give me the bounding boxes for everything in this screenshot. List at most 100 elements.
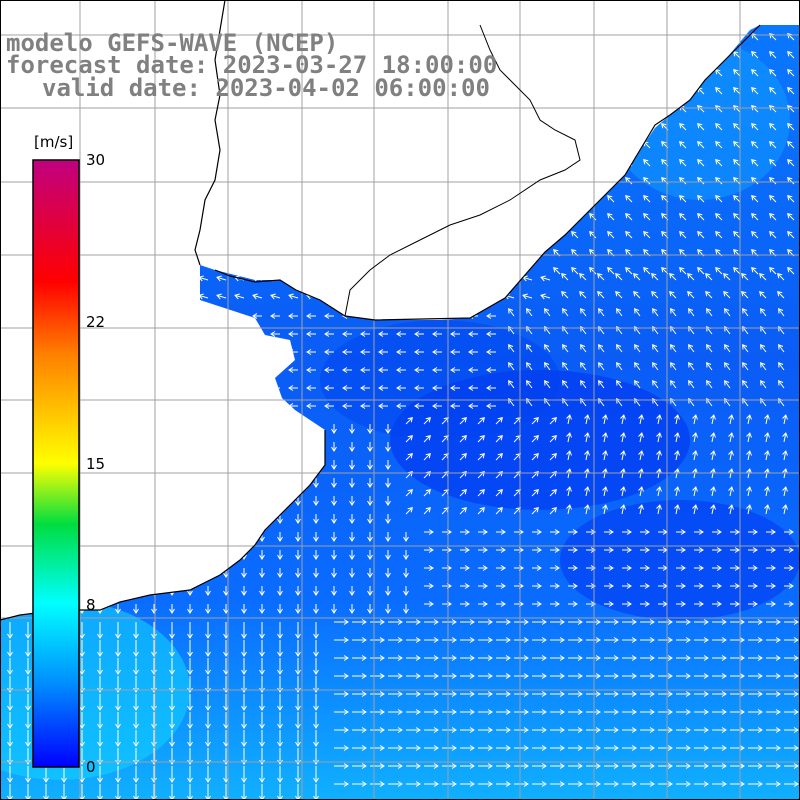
wind-arrow	[604, 565, 614, 571]
wind-arrow	[97, 658, 103, 675]
wind-arrow	[313, 766, 319, 783]
wind-arrow	[406, 763, 421, 769]
wind-arrow	[468, 331, 478, 337]
wind-arrow	[715, 123, 723, 131]
wind-arrow	[622, 691, 637, 697]
wind-arrow	[586, 673, 601, 679]
wind-arrow	[784, 529, 794, 535]
wind-arrow	[295, 784, 301, 800]
wind-arrow	[508, 362, 515, 371]
wind-arrow	[679, 177, 687, 185]
wind-arrow	[589, 267, 597, 275]
wind-arrow	[205, 604, 211, 614]
wind-arrow	[730, 637, 745, 643]
wind-arrow	[241, 604, 247, 614]
wind-arrow	[620, 486, 626, 497]
wind-arrow	[259, 748, 265, 765]
wind-arrow	[385, 442, 391, 452]
wind-arrow	[633, 273, 641, 281]
wind-arrow	[568, 637, 583, 643]
wind-arrow	[385, 424, 391, 434]
wind-arrow	[234, 293, 245, 300]
wind-arrow	[367, 550, 373, 560]
wind-arrow	[550, 547, 560, 553]
wind-arrow	[352, 655, 367, 661]
wind-arrow	[424, 745, 439, 751]
wind-arrow	[352, 727, 367, 733]
wind-arrow	[694, 745, 709, 751]
wind-arrow	[561, 273, 569, 281]
wind-arrow	[676, 565, 686, 571]
wind-arrow	[241, 694, 247, 711]
wind-arrow	[169, 748, 175, 765]
wind-arrow	[604, 727, 619, 733]
wind-arrow	[342, 349, 352, 355]
wind-arrow	[442, 727, 457, 733]
wind-arrow	[742, 380, 749, 389]
wind-arrow	[584, 504, 590, 515]
wind-arrow	[562, 380, 569, 389]
wind-arrow	[496, 763, 511, 769]
wind-arrow	[151, 622, 157, 639]
wind-arrow	[540, 275, 551, 282]
wind-arrow	[334, 709, 349, 715]
wind-arrow	[205, 748, 211, 765]
wind-arrow	[766, 691, 781, 697]
wind-arrow	[607, 195, 615, 203]
wind-arrow	[550, 781, 565, 787]
title-valid-date: valid date: 2023-04-02 06:00:00	[42, 74, 490, 102]
wind-arrow	[478, 601, 488, 607]
wind-arrow	[640, 637, 655, 643]
wind-arrow	[478, 709, 493, 715]
wind-arrow	[406, 709, 421, 715]
wind-arrow	[241, 766, 247, 783]
wind-arrow	[306, 403, 316, 409]
wind-arrow	[769, 159, 777, 167]
wind-arrow	[342, 331, 352, 337]
wind-arrow	[784, 763, 799, 769]
wind-arrow	[579, 273, 587, 281]
wind-arrow	[777, 273, 785, 281]
wind-arrow	[385, 586, 391, 596]
wind-arrow	[676, 709, 691, 715]
wind-arrow	[25, 784, 31, 800]
wind-arrow	[679, 213, 687, 221]
wind-arrow	[313, 622, 319, 639]
wind-arrow	[25, 766, 31, 783]
wind-arrow	[370, 781, 385, 787]
wind-arrow	[733, 195, 741, 203]
wind-arrow	[607, 231, 615, 239]
wind-arrow	[360, 349, 370, 355]
wind-arrow	[349, 514, 355, 524]
wind-arrow	[566, 450, 572, 461]
wind-arrow	[751, 105, 759, 113]
wind-arrow	[760, 380, 767, 389]
wind-arrow	[604, 583, 614, 589]
wind-arrow	[692, 450, 698, 461]
wind-arrow	[597, 291, 605, 299]
wind-arrow	[589, 213, 597, 221]
wind-arrow	[496, 565, 506, 571]
wind-arrow	[277, 694, 283, 711]
wind-arrow	[432, 385, 442, 391]
wind-arrow	[604, 529, 614, 535]
wind-arrow	[259, 604, 265, 614]
wind-arrow	[742, 362, 749, 371]
wind-arrow	[25, 640, 31, 657]
wind-arrow	[25, 622, 31, 639]
wind-arrow	[784, 727, 799, 733]
wind-arrow	[169, 604, 175, 614]
wind-arrow	[450, 385, 460, 391]
wind-arrow	[706, 380, 713, 389]
wind-arrow	[442, 619, 457, 625]
wind-arrow	[766, 727, 781, 733]
wind-arrow	[620, 414, 626, 425]
wind-arrow	[43, 784, 49, 800]
wind-arrow	[620, 504, 626, 515]
wind-arrow	[724, 380, 731, 389]
wind-arrow	[313, 676, 319, 693]
wind-arrow	[584, 486, 590, 497]
wind-arrow	[331, 478, 337, 488]
wind-arrow	[550, 619, 565, 625]
wind-arrow	[187, 784, 193, 800]
